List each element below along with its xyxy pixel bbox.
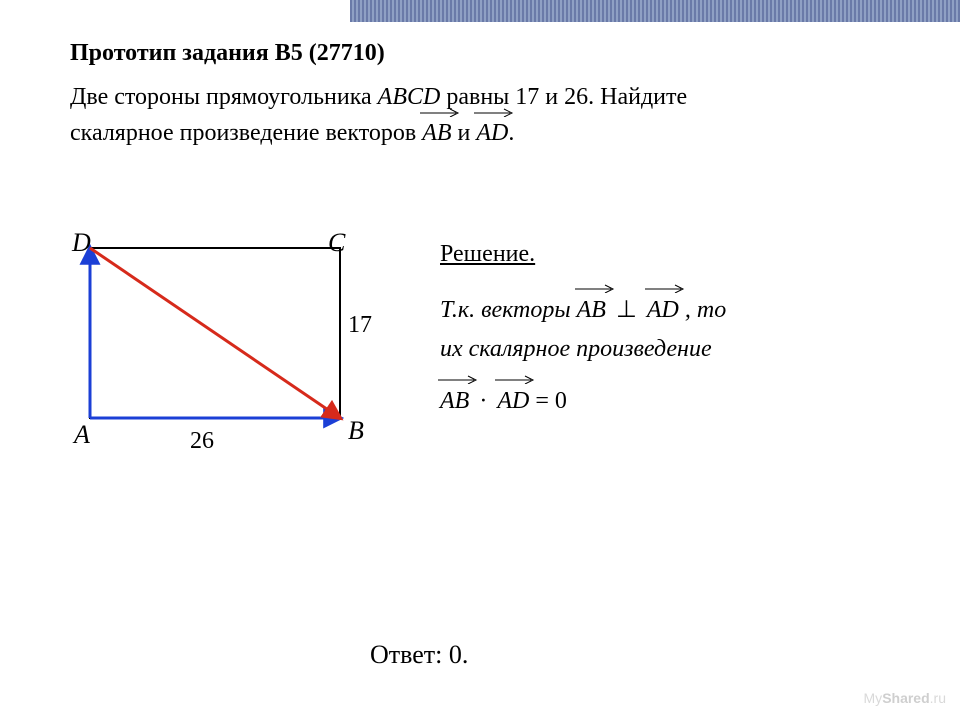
- diagonal-line: [90, 248, 340, 418]
- problem-suffix: .: [508, 120, 514, 146]
- arrow-over-icon: [420, 107, 460, 117]
- answer-text: Ответ: 0.: [370, 640, 468, 670]
- wm-shared: Shared: [882, 690, 929, 706]
- problem-line2-prefix: скалярное произведение векторов: [70, 120, 422, 146]
- label-b: B: [348, 416, 364, 446]
- vector-ab: AB: [422, 115, 451, 151]
- arrow-over-icon: [474, 107, 514, 117]
- vector-ad: AD: [476, 115, 508, 151]
- header-hatch: [350, 0, 960, 22]
- sol-s1-prefix: Т.к. векторы: [440, 297, 577, 323]
- watermark: MyShared.ru: [864, 690, 946, 706]
- problem-text: Две стороны прямоугольника ABCD равны 17…: [70, 79, 920, 151]
- vec-ad-text: AD: [476, 120, 508, 146]
- dot-symbol: ·: [475, 388, 491, 414]
- label-c: C: [328, 228, 345, 258]
- arrow-over-icon: [645, 283, 685, 293]
- solution-block: Решение. Т.к. векторы AB ⊥ AD , то их ск…: [440, 235, 920, 421]
- solution-header: Решение.: [440, 235, 920, 273]
- arrow-over-icon: [575, 283, 615, 293]
- arrow-over-icon: [438, 374, 478, 384]
- label-17: 17: [348, 312, 372, 339]
- diagram: D C A B 26 17: [70, 230, 370, 490]
- label-a: A: [74, 420, 90, 450]
- eq-vec-ad-text: AD: [497, 388, 529, 414]
- label-d: D: [72, 228, 91, 258]
- sol-vec-ab: AB: [577, 291, 606, 329]
- content-block: Прототип задания B5 (27710) Две стороны …: [70, 40, 920, 151]
- task-title: Прототип задания B5 (27710): [70, 40, 920, 67]
- eq-vec-ab-text: AB: [440, 388, 469, 414]
- eq-vec-ad: AD: [497, 382, 529, 420]
- eq-vec-ab: AB: [440, 382, 469, 420]
- arrow-over-icon: [495, 374, 535, 384]
- vec-ab-text: AB: [422, 120, 451, 146]
- problem-conj: и: [458, 120, 471, 146]
- solution-body: Т.к. векторы AB ⊥ AD , то их скалярное п…: [440, 291, 920, 420]
- wm-ru: .ru: [930, 690, 946, 706]
- sol-s1-suffix: , то: [685, 297, 726, 323]
- sol-vec-ad-text: AD: [647, 297, 679, 323]
- eq-rhs: = 0: [535, 388, 567, 414]
- diagram-svg: [70, 230, 370, 460]
- sol-vec-ab-text: AB: [577, 297, 606, 323]
- problem-prefix: Две стороны прямоугольника: [70, 84, 378, 110]
- perp-symbol: ⊥: [612, 297, 641, 323]
- sol-s2: их скалярное произведение: [440, 336, 712, 362]
- label-26: 26: [190, 428, 214, 455]
- sol-vec-ad: AD: [647, 291, 679, 329]
- wm-my: My: [864, 690, 883, 706]
